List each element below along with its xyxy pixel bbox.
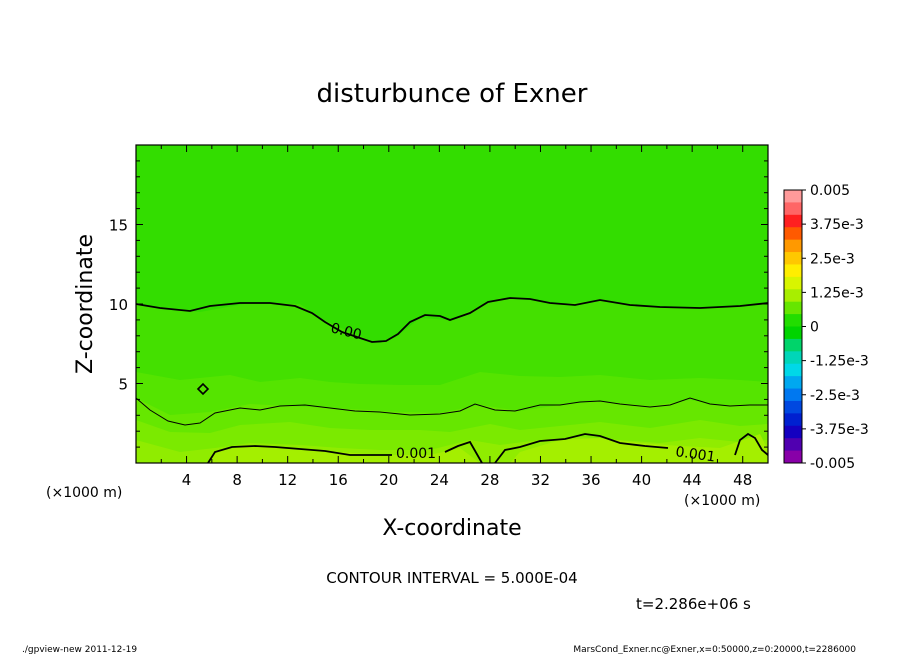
colorbar-swatch (784, 413, 802, 427)
colorbar-swatch (784, 276, 802, 290)
contour-label-low-2: 0.001 (674, 444, 716, 465)
x-tick-label: 32 (531, 471, 550, 489)
colorbar-swatch (784, 190, 802, 203)
footer-left: ./gpview-new 2011-12-19 (22, 645, 137, 654)
y-tick-label: 15 (109, 217, 128, 235)
colorbar-swatch (784, 252, 802, 265)
time-label: t=2.286e+06 s (636, 595, 751, 613)
contour-low-right (734, 432, 769, 456)
contour-closed-small (196, 382, 210, 396)
x-tick-label: 16 (329, 471, 348, 489)
x-tick-label: 28 (480, 471, 499, 489)
colorbar-swatch (784, 264, 802, 278)
colorbar-swatch (784, 363, 802, 377)
colorbar-swatch (784, 388, 802, 402)
colorbar-label: -1.25e-3 (810, 354, 869, 370)
x-tick-label: 24 (430, 471, 449, 489)
colorbar-swatch (784, 425, 802, 439)
colorbar-swatch (784, 314, 802, 327)
colorbar-swatch (784, 400, 802, 414)
x-tick-label: 40 (632, 471, 651, 489)
colorbar-swatch (784, 376, 802, 390)
y-axis-label: Z-coordinate (73, 234, 98, 374)
footer-right: MarsCond_Exner.nc@Exner,x=0:50000,z=0:20… (573, 645, 856, 654)
plot-area: 0.00 0.001 0.001 (135, 145, 769, 466)
x-unit-right: (×1000 m) (684, 493, 760, 509)
colorbar-label: -3.75e-3 (810, 422, 869, 438)
x-unit-left: (×1000 m) (46, 485, 122, 501)
contour-mid (135, 397, 768, 426)
contour-label-low-1: 0.001 (396, 446, 436, 462)
contour-low-left (207, 445, 392, 464)
colorbar-label: 2.5e-3 (810, 251, 855, 267)
x-tick-label: 44 (683, 471, 702, 489)
colorbar-label: 3.75e-3 (810, 217, 864, 233)
colorbar-label: -2.5e-3 (810, 388, 860, 404)
x-tick-label: 20 (379, 471, 398, 489)
contour-interval: CONTOUR INTERVAL = 5.000E-04 (326, 569, 577, 587)
x-tick-label: 4 (182, 471, 192, 489)
contour-zero (135, 297, 769, 343)
colorbar-swatch (784, 239, 802, 253)
colorbar-swatch (784, 438, 802, 452)
colorbar (783, 189, 803, 464)
colorbar-label: 1.25e-3 (810, 285, 864, 301)
colorbar-swatch (784, 202, 802, 216)
colorbar-label: -0.005 (810, 456, 855, 472)
y-tick-label: 5 (118, 376, 128, 394)
contour-low-center (444, 433, 669, 464)
colorbar-swatch (784, 351, 802, 365)
colorbar-swatch (784, 214, 802, 228)
colorbar-swatch (784, 227, 802, 241)
x-tick-label: 8 (232, 471, 242, 489)
y-tick-label: 10 (109, 296, 128, 314)
colorbar-label: 0 (810, 320, 819, 336)
y-axis: 5 10 15 (109, 160, 768, 448)
chart-title: disturbunce of Exner (317, 79, 588, 109)
colorbar-swatch (784, 450, 802, 464)
colorbar-labels: 0.005 3.75e-3 2.5e-3 1.25e-3 0 -1.25e-3 -2.5e-… (802, 183, 869, 472)
colorbar-swatch (784, 338, 802, 352)
x-tick-label: 12 (278, 471, 297, 489)
x-axis-label: X-coordinate (382, 516, 521, 541)
x-tick-label: 48 (733, 471, 752, 489)
colorbar-swatch (784, 301, 802, 315)
contour-label-zero: 0.00 (329, 320, 363, 343)
x-tick-label: 36 (581, 471, 600, 489)
x-axis: 4 8 12 16 20 24 28 32 36 40 44 48 (160, 145, 752, 489)
colorbar-label: 0.005 (810, 183, 850, 199)
colorbar-swatch (784, 326, 802, 340)
colorbar-swatch (784, 289, 802, 303)
